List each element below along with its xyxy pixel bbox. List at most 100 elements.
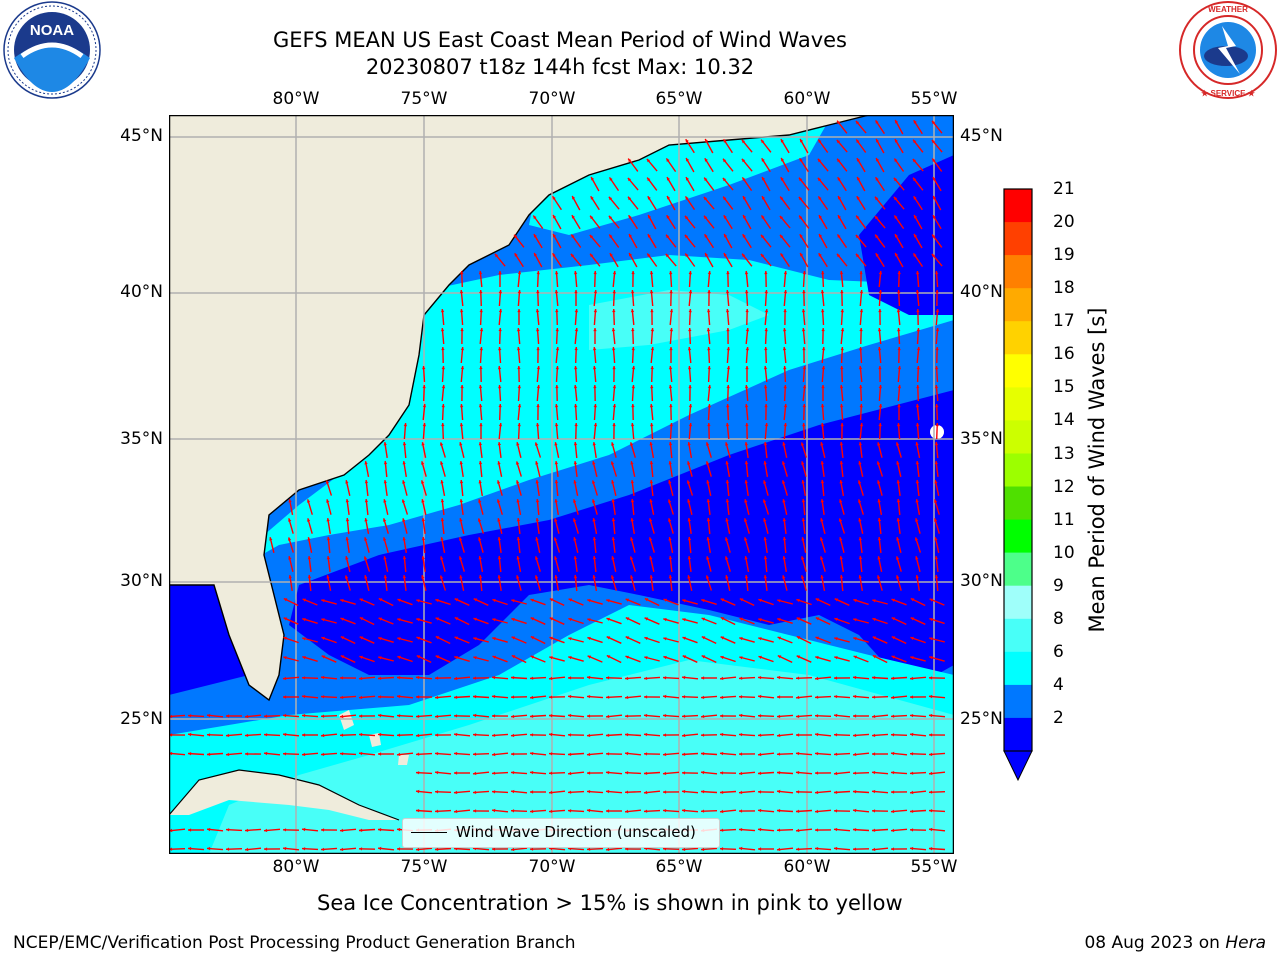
wind-wave-arrow — [669, 270, 673, 288]
wind-wave-arrow — [643, 695, 661, 699]
wind-wave-arrow — [529, 770, 547, 775]
wind-wave-arrow — [422, 365, 426, 383]
wind-wave-arrow — [662, 714, 680, 718]
wind-wave-arrow — [758, 655, 774, 663]
wind-wave-arrow — [358, 676, 376, 681]
wind-wave-arrow — [763, 555, 768, 573]
wind-wave-arrow — [434, 752, 452, 756]
wind-wave-arrow — [549, 636, 565, 644]
wind-wave-arrow — [872, 752, 888, 756]
wind-wave-arrow — [700, 733, 718, 737]
wind-wave-arrow — [916, 365, 920, 383]
wind-wave-arrow — [453, 695, 471, 699]
wind-wave-arrow — [782, 518, 787, 534]
wind-wave-arrow — [820, 556, 826, 572]
wind-wave-arrow — [283, 656, 299, 662]
wind-wave-arrow — [612, 422, 616, 440]
wind-wave-arrow — [897, 404, 901, 420]
colorbar-segment — [1004, 486, 1032, 521]
wind-wave-arrow — [738, 733, 756, 737]
wind-wave-arrow — [877, 517, 882, 535]
wind-wave-arrow — [720, 636, 736, 644]
wind-wave-arrow — [378, 637, 394, 643]
wind-wave-arrow — [782, 575, 788, 591]
wind-wave-arrow — [802, 289, 806, 307]
wind-wave-arrow — [817, 158, 829, 172]
wind-wave-arrow — [910, 597, 926, 607]
wind-wave-arrow — [706, 461, 712, 477]
wind-wave-arrow — [339, 828, 357, 833]
wind-wave-arrow — [744, 499, 750, 515]
lon-tick-bottom: 65°W — [655, 857, 703, 877]
wind-wave-arrow — [491, 714, 509, 718]
wind-wave-arrow — [517, 422, 521, 440]
wind-wave-arrow — [345, 499, 350, 515]
wind-wave-arrow — [589, 215, 601, 229]
wind-wave-arrow — [668, 384, 673, 402]
wind-wave-arrow — [510, 676, 528, 680]
wind-wave-arrow — [763, 441, 768, 459]
wind-wave-arrow — [760, 253, 772, 267]
wind-wave-arrow — [631, 384, 635, 402]
wind-wave-arrow — [321, 599, 337, 605]
wind-wave-arrow — [593, 384, 597, 402]
graticule — [169, 115, 954, 854]
wind-wave-arrow — [434, 790, 452, 794]
wind-wave-arrow — [587, 599, 603, 605]
wind-wave-arrow — [871, 770, 889, 775]
wind-wave-arrow — [567, 771, 585, 776]
wind-wave-arrow — [630, 498, 635, 516]
wind-wave-arrow — [478, 442, 483, 458]
wind-wave-arrow — [783, 270, 788, 288]
wind-wave-arrow — [573, 441, 578, 459]
wind-wave-arrow — [479, 289, 483, 307]
wind-wave-arrow — [454, 636, 470, 644]
wind-wave-arrow — [890, 847, 908, 851]
wind-wave-arrow — [890, 676, 908, 680]
wind-wave-arrow — [513, 234, 525, 248]
wind-wave-arrow — [473, 617, 489, 625]
wind-wave-arrow — [320, 733, 338, 738]
wind-wave-arrow — [738, 846, 756, 851]
wind-wave-arrow — [859, 270, 863, 288]
wind-wave-arrow — [625, 655, 641, 663]
legend-line-sample — [411, 832, 447, 833]
colorbar-segment — [1004, 321, 1032, 355]
wind-wave-arrow — [345, 536, 350, 554]
wind-wave-arrow — [422, 403, 427, 421]
wind-wave-arrow — [783, 308, 787, 326]
wind-wave-arrow — [934, 537, 940, 553]
wind-wave-arrow — [795, 790, 813, 794]
wind-wave-arrow — [263, 828, 281, 833]
wind-wave-arrow — [687, 517, 692, 535]
wind-wave-arrow — [928, 733, 946, 737]
wind-wave-arrow — [856, 157, 866, 173]
wind-wave-arrow — [169, 714, 186, 718]
lon-tick-bottom: 60°W — [783, 857, 831, 877]
wind-wave-arrow — [624, 809, 642, 814]
lat-tick-right: 45°N — [960, 126, 1003, 146]
wind-wave-arrow — [779, 234, 791, 248]
wind-wave-arrow — [478, 499, 484, 515]
wind-wave-arrow — [776, 847, 794, 852]
wind-wave-arrow — [840, 403, 844, 421]
wind-wave-arrow — [783, 403, 788, 421]
wind-wave-arrow — [821, 365, 826, 383]
wind-wave-arrow — [820, 537, 826, 553]
wind-wave-arrow — [834, 617, 850, 625]
wind-wave-arrow — [302, 618, 318, 624]
wind-wave-arrow — [573, 480, 579, 496]
wind-wave-arrow — [510, 695, 528, 699]
wind-wave-arrow — [497, 537, 502, 553]
wind-wave-arrow — [510, 733, 528, 738]
wind-wave-arrow — [890, 771, 908, 775]
wind-wave-arrow — [570, 234, 582, 248]
wind-wave-arrow — [726, 327, 730, 345]
wind-wave-arrow — [402, 555, 407, 573]
wind-wave-arrow — [473, 637, 489, 643]
wind-wave-arrow — [574, 346, 578, 364]
wind-wave-arrow — [478, 555, 484, 573]
wind-wave-arrow — [707, 365, 711, 383]
wind-wave-arrow — [894, 138, 904, 154]
wind-wave-arrow — [517, 270, 522, 288]
